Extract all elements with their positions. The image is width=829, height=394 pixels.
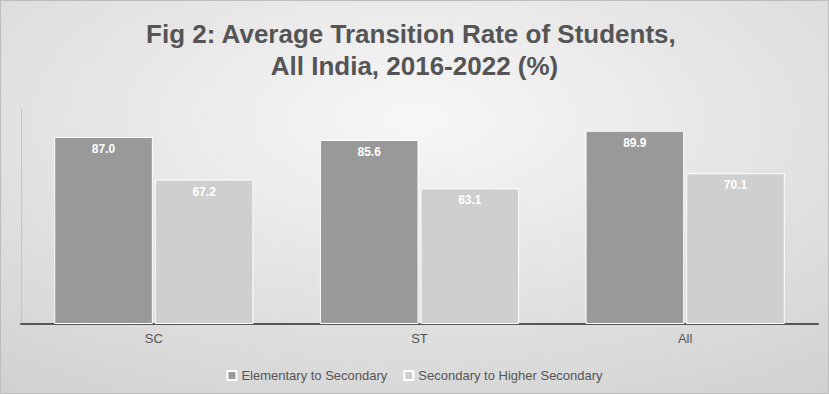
svg-text:All: All (678, 331, 693, 346)
svg-text:89.9: 89.9 (623, 136, 647, 150)
svg-text:ST: ST (411, 331, 428, 346)
svg-text:63.1: 63.1 (458, 193, 482, 207)
svg-text:All India, 2016-2022 (%): All India, 2016-2022 (%) (271, 51, 559, 81)
svg-text:Fig 2: Average Transition Rate: Fig 2: Average Transition Rate of Studen… (146, 19, 683, 49)
svg-text:Elementary to Secondary: Elementary to Secondary (241, 368, 387, 383)
svg-text:87.0: 87.0 (92, 142, 116, 156)
svg-text:85.6: 85.6 (358, 145, 382, 159)
svg-text:SC: SC (145, 331, 163, 346)
svg-text:Secondary to Higher Secondary: Secondary to Higher Secondary (418, 368, 603, 383)
svg-text:70.1: 70.1 (724, 178, 748, 192)
svg-text:67.2: 67.2 (192, 185, 216, 199)
